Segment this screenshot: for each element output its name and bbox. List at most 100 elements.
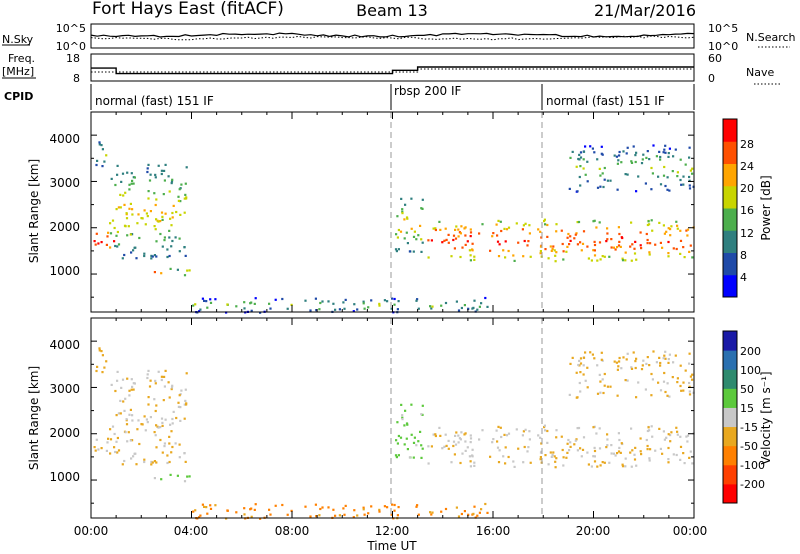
velocity-echo-cell xyxy=(632,351,635,354)
power-echo-cell xyxy=(120,180,123,183)
velocity-echo-cell xyxy=(147,396,150,399)
velocity-echo-cell xyxy=(363,513,366,516)
velocity-echo-cell xyxy=(637,381,640,384)
velocity-echo-cell xyxy=(397,506,400,509)
power-echo-cell xyxy=(455,300,458,303)
velocity-echo-cell xyxy=(599,391,602,394)
time-axis-ticks xyxy=(90,112,695,518)
velocity-echo-cell xyxy=(504,446,507,449)
velocity-echo-cell xyxy=(666,394,669,397)
power-echo-cell xyxy=(124,191,127,194)
velocity-echo-cell xyxy=(169,423,172,426)
velocity-echo-cell xyxy=(562,456,565,459)
power-echo-cell xyxy=(667,252,670,255)
power-echo-cell xyxy=(464,234,467,237)
power-echo-cell xyxy=(170,182,173,185)
power-echo-cell xyxy=(454,237,458,240)
velocity-echo-cell xyxy=(492,438,495,441)
velocity-echo-cell xyxy=(129,439,132,442)
velocity-echo-cell xyxy=(650,372,653,376)
velocity-echo-cell xyxy=(160,378,163,382)
power-echo-cell xyxy=(610,238,613,241)
noise-sky-line xyxy=(90,32,695,38)
velocity-echo-cell xyxy=(171,384,174,387)
velocity-echo-cell xyxy=(565,456,568,459)
power-echo-cell xyxy=(125,217,129,220)
velocity-ytick-1000: 1000 xyxy=(49,470,80,484)
colorbar-swatch xyxy=(723,163,737,187)
velocity-echo-cell xyxy=(576,396,579,399)
power-echo-cell xyxy=(688,184,691,187)
power-echo-cell xyxy=(635,190,638,193)
power-echo-cell xyxy=(116,245,119,248)
beam-label: Beam 13 xyxy=(356,1,428,20)
velocity-echo-cell xyxy=(578,359,581,362)
power-echo-cell xyxy=(688,250,691,253)
power-echo-cell xyxy=(666,188,669,191)
velocity-echo-cell xyxy=(406,448,409,451)
power-echo-cell xyxy=(209,298,212,301)
power-echo-cell xyxy=(421,241,424,244)
power-echo-cell xyxy=(452,234,456,237)
colorbar-swatch xyxy=(723,185,737,209)
velocity-echo-cell xyxy=(645,362,648,365)
power-echo-cell xyxy=(606,232,609,235)
velocity-echo-cell xyxy=(595,432,598,435)
power-echo-cell xyxy=(315,309,318,312)
velocity-echo-cell xyxy=(145,418,148,421)
power-echo-cell xyxy=(184,254,187,257)
velocity-echo-cell xyxy=(434,434,437,438)
velocity-echo-cell xyxy=(166,461,169,465)
colorbar-swatch xyxy=(723,119,737,142)
velocity-echo-cell xyxy=(614,454,617,457)
velocity-echo-cell xyxy=(114,450,117,454)
velocity-echo-cell xyxy=(186,475,189,478)
freq-right-tick-top: 60 xyxy=(708,52,722,65)
velocity-echo-cell xyxy=(378,510,381,513)
velocity-echo-cell xyxy=(567,438,570,442)
power-echo-cell xyxy=(111,219,115,222)
power-echo-cell xyxy=(672,247,675,250)
power-echo-cell xyxy=(417,234,420,237)
power-echo-cell xyxy=(438,220,441,223)
velocity-echo-cell xyxy=(618,446,621,449)
noise-panel-frame xyxy=(90,23,695,49)
velocity-echo-cell xyxy=(640,368,644,371)
power-echo-cell xyxy=(171,178,174,181)
velocity-echo-cell xyxy=(353,509,356,512)
power-echo-cell xyxy=(649,242,652,245)
nave-label: Nave xyxy=(746,66,774,79)
power-echo-cell xyxy=(644,182,647,185)
velocity-echo-cell xyxy=(155,424,158,427)
velocity-echo-cell xyxy=(438,426,441,429)
power-echo-cell xyxy=(183,274,187,277)
velocity-echo-cell xyxy=(641,364,644,367)
velocity-echo-cell xyxy=(452,444,455,448)
power-echo-cell xyxy=(641,158,644,161)
power-echo-cell xyxy=(98,143,101,146)
power-echo-cell xyxy=(679,158,682,161)
power-echo-cell xyxy=(658,221,661,224)
velocity-echo-cell xyxy=(676,381,679,384)
power-echo-cell xyxy=(205,300,208,303)
velocity-echo-cell xyxy=(268,508,271,511)
velocity-echo-cell xyxy=(460,512,463,516)
power-echo-cell xyxy=(676,227,679,230)
velocity-echo-cell xyxy=(667,361,670,364)
power-echo-cell xyxy=(130,182,133,185)
velocity-echo-cell xyxy=(443,445,446,448)
velocity-echo-cell xyxy=(537,434,540,437)
power-echo-cell xyxy=(596,259,599,262)
power-echo-cell xyxy=(618,232,621,236)
power-echo-cell xyxy=(201,297,204,300)
power-echo-cell xyxy=(582,230,586,233)
velocity-echo-cell xyxy=(155,404,158,407)
velocity-echo-cell xyxy=(243,513,246,516)
velocity-echo-cell xyxy=(646,356,649,359)
power-echo-cell xyxy=(635,258,638,261)
power-echo-cell xyxy=(164,212,167,215)
velocity-echo-cell xyxy=(390,513,393,516)
power-echo-cell xyxy=(160,169,163,172)
velocity-echo-cell xyxy=(579,390,582,393)
power-echo-cell xyxy=(614,248,617,251)
